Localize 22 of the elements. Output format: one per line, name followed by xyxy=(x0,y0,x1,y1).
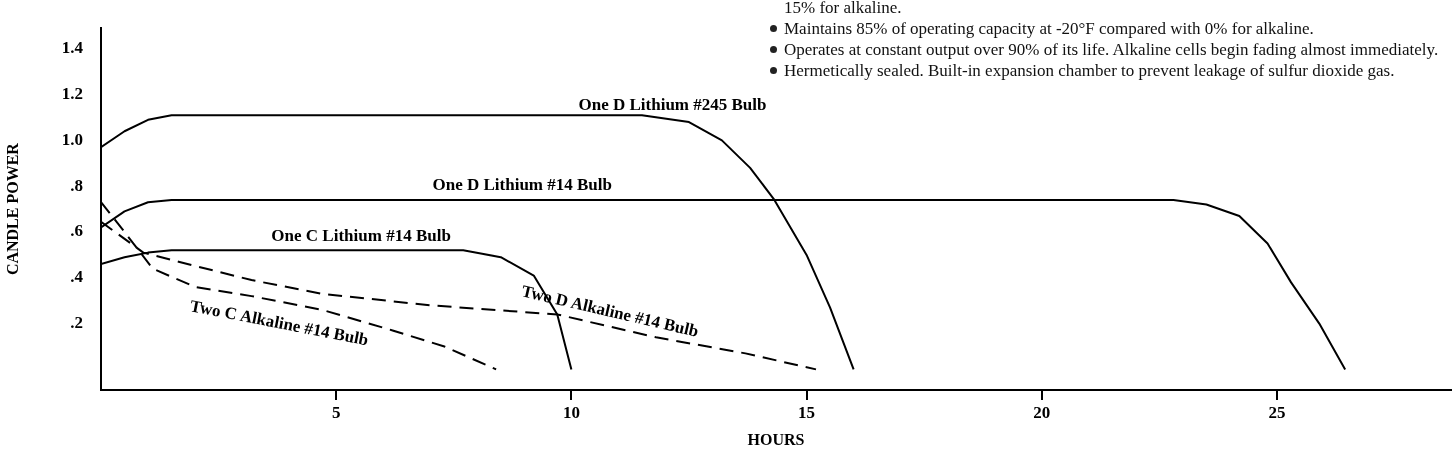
x-axis-title: HOURS xyxy=(747,430,805,448)
text: Two C Alkaline #14 Bulb xyxy=(188,296,370,350)
x-tick-label: 20 xyxy=(1033,402,1051,422)
x-tick-label: 10 xyxy=(562,402,580,422)
y-tick-label: .6 xyxy=(70,221,83,241)
text: 15% for alkaline. xyxy=(783,0,903,17)
annotation: Maintains 85% of operating capacity at -20°F compared with 0% for alkaline. xyxy=(768,19,1448,38)
y-tick-label: .4 xyxy=(70,267,84,287)
y-axis-title: CANDLE POWER xyxy=(3,142,21,276)
series-label: One C Lithium #14 Bulb xyxy=(271,225,451,245)
y-tick-label: 1.2 xyxy=(61,84,83,103)
y-tick-label: .8 xyxy=(70,175,83,195)
series-label: One D Lithium #245 Bulb xyxy=(578,95,767,115)
x-tick-label: 25 xyxy=(1268,402,1286,422)
y-tick-label: 1.4 xyxy=(61,38,84,58)
annotation: Operates at constant output over 90% of its life. Alkaline cells begin fading almost immediately. xyxy=(768,40,1448,59)
y-tick-label: 1.0 xyxy=(61,129,83,149)
x-tick-label: 5 xyxy=(331,402,341,422)
series-label: One D Lithium #14 Bulb xyxy=(432,175,612,195)
x-tick-label: 15 xyxy=(798,402,816,422)
annotation: Hermetically sealed. Built-in expansion chamber to prevent leakage of sulfur dioxide gas. xyxy=(768,61,1448,80)
y-tick-label: .2 xyxy=(70,312,83,332)
